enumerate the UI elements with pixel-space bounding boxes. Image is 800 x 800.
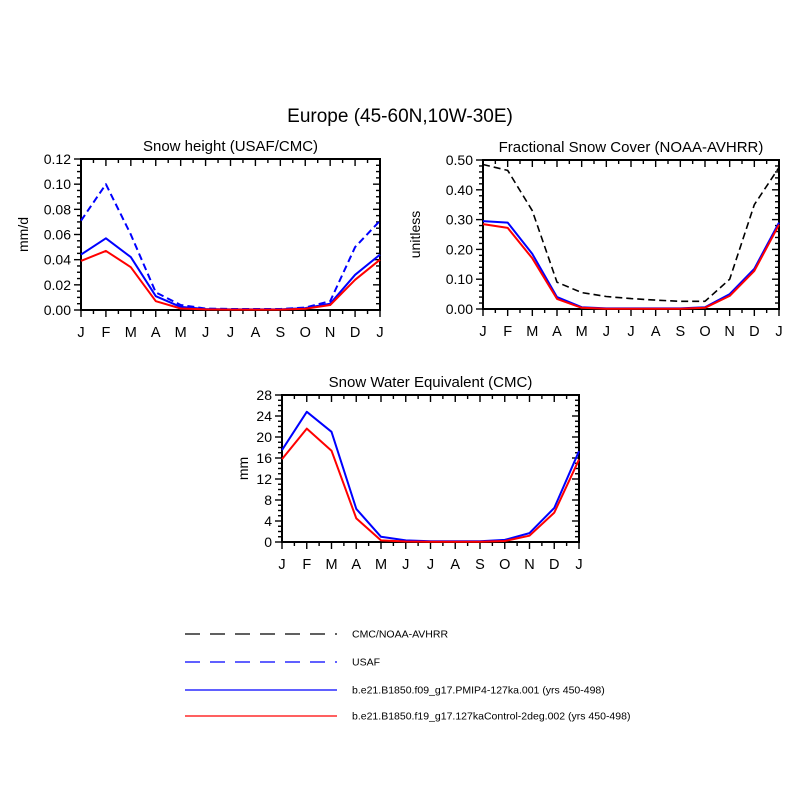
y-tick-label: 8 xyxy=(264,492,272,508)
series-line xyxy=(281,410,580,543)
x-tick-label: D xyxy=(350,325,360,341)
plot-frame xyxy=(482,159,780,310)
x-tick-label: A xyxy=(151,325,161,341)
x-tick-label: S xyxy=(675,324,685,340)
x-tick-label: O xyxy=(699,324,710,340)
x-tick-label: J xyxy=(376,325,383,341)
x-tick-label: M xyxy=(125,325,137,341)
y-tick-label: 0.04 xyxy=(44,252,71,268)
x-tick-label: J xyxy=(427,557,434,573)
y-tick-label: 4 xyxy=(264,513,272,529)
x-tick-label: J xyxy=(202,325,209,341)
y-tick-label: 0.06 xyxy=(44,227,71,243)
x-tick-label: J xyxy=(278,557,285,573)
x-tick-label: N xyxy=(524,557,534,573)
x-tick-label: A xyxy=(651,324,661,340)
x-tick-label: M xyxy=(576,324,588,340)
plot-frame xyxy=(281,394,580,543)
x-tick-label: S xyxy=(475,557,485,573)
x-tick-label: A xyxy=(450,557,460,573)
x-tick-label: J xyxy=(402,557,409,573)
panel-1: Fractional Snow Cover (NOAA-AVHRR) unitle… xyxy=(407,139,783,340)
x-tick-label: S xyxy=(275,325,285,341)
y-tick-label: 0.20 xyxy=(446,241,473,257)
series-line xyxy=(80,183,381,310)
panel-title: Snow height (USAF/CMC) xyxy=(143,138,318,155)
y-tick-label: 28 xyxy=(256,387,272,403)
x-tick-label: F xyxy=(101,325,110,341)
x-tick-label: J xyxy=(479,324,486,340)
x-tick-label: O xyxy=(499,557,510,573)
y-tick-label: 24 xyxy=(256,408,272,424)
x-tick-label: M xyxy=(526,324,538,340)
x-tick-label: M xyxy=(375,557,387,573)
x-tick-label: A xyxy=(351,557,361,573)
y-tick-label: 0.10 xyxy=(44,176,71,192)
y-tick-label: 0.00 xyxy=(44,302,71,318)
panel-title: Snow Water Equivalent (CMC) xyxy=(329,374,533,391)
y-tick-label: 0 xyxy=(264,534,272,550)
x-tick-label: J xyxy=(227,325,234,341)
x-tick-label: J xyxy=(77,325,84,341)
y-tick-label: 0.08 xyxy=(44,201,71,217)
y-tick-label: 0.10 xyxy=(446,271,473,287)
y-tick-label: 0.12 xyxy=(44,151,71,167)
figure-title: Europe (45-60N,10W-30E) xyxy=(287,106,513,127)
x-tick-label: J xyxy=(575,557,582,573)
x-tick-label: N xyxy=(325,325,335,341)
x-tick-label: M xyxy=(175,325,187,341)
x-tick-label: D xyxy=(749,324,759,340)
legend: CMC/NOAA-AVHRR USAF b.e21.B1850.f09_g17.PM… xyxy=(185,629,630,723)
y-tick-label: 0.30 xyxy=(446,212,473,228)
x-tick-label: J xyxy=(775,324,782,340)
x-tick-label: A xyxy=(552,324,562,340)
plot-frame xyxy=(80,158,381,311)
y-tick-label: 0.40 xyxy=(446,182,473,198)
x-tick-label: M xyxy=(325,557,337,573)
x-tick-label: F xyxy=(302,557,311,573)
legend-label: b.e21.B1850.f09_g17.PMIP4-127ka.001 (yrs… xyxy=(352,685,605,697)
y-tick-label: 0.00 xyxy=(446,301,473,317)
y-axis-label: mm/d xyxy=(15,217,31,252)
x-tick-label: A xyxy=(251,325,261,341)
series-line xyxy=(482,163,780,303)
y-tick-label: 0.02 xyxy=(44,277,71,293)
x-tick-label: O xyxy=(300,325,311,341)
series-line xyxy=(80,249,381,311)
panel-0: Snow height (USAF/CMC)mm/dJ F M A M J J A S O N D J0… xyxy=(15,138,384,341)
series-line xyxy=(281,427,580,543)
x-tick-label: D xyxy=(549,557,559,573)
x-tick-label: F xyxy=(503,324,512,340)
x-tick-label: N xyxy=(724,324,734,340)
panel-2: Snow Water Equivalent (CMC)mmJ F M A M J J A S O N… xyxy=(235,374,583,573)
legend-label: b.e21.B1850.f19_g17.127kaControl-2deg.00… xyxy=(352,711,630,723)
x-tick-label: J xyxy=(603,324,610,340)
y-axis-label: mm xyxy=(235,457,251,480)
y-tick-label: 0.50 xyxy=(446,152,473,168)
legend-label: USAF xyxy=(352,657,380,669)
y-tick-label: 12 xyxy=(256,471,272,487)
y-tick-label: 20 xyxy=(256,429,272,445)
x-tick-label: J xyxy=(627,324,634,340)
series-line xyxy=(482,223,780,310)
panel-title: Fractional Snow Cover (NOAA-AVHRR) xyxy=(499,139,764,156)
y-tick-label: 16 xyxy=(256,450,272,466)
legend-label: CMC/NOAA-AVHRR xyxy=(352,629,448,641)
y-axis-label: unitless xyxy=(407,211,423,258)
